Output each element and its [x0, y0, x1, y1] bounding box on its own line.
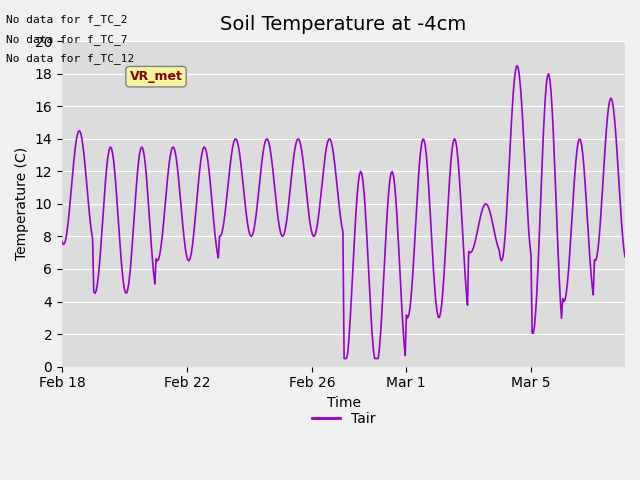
Text: VR_met: VR_met: [129, 70, 182, 83]
Y-axis label: Temperature (C): Temperature (C): [15, 147, 29, 261]
Text: No data for f_TC_2: No data for f_TC_2: [6, 14, 128, 25]
Title: Soil Temperature at -4cm: Soil Temperature at -4cm: [220, 15, 467, 34]
Legend: Tair: Tair: [307, 406, 381, 432]
X-axis label: Time: Time: [326, 396, 360, 410]
Text: No data for f_TC_7: No data for f_TC_7: [6, 34, 128, 45]
Text: No data for f_TC_12: No data for f_TC_12: [6, 53, 134, 64]
